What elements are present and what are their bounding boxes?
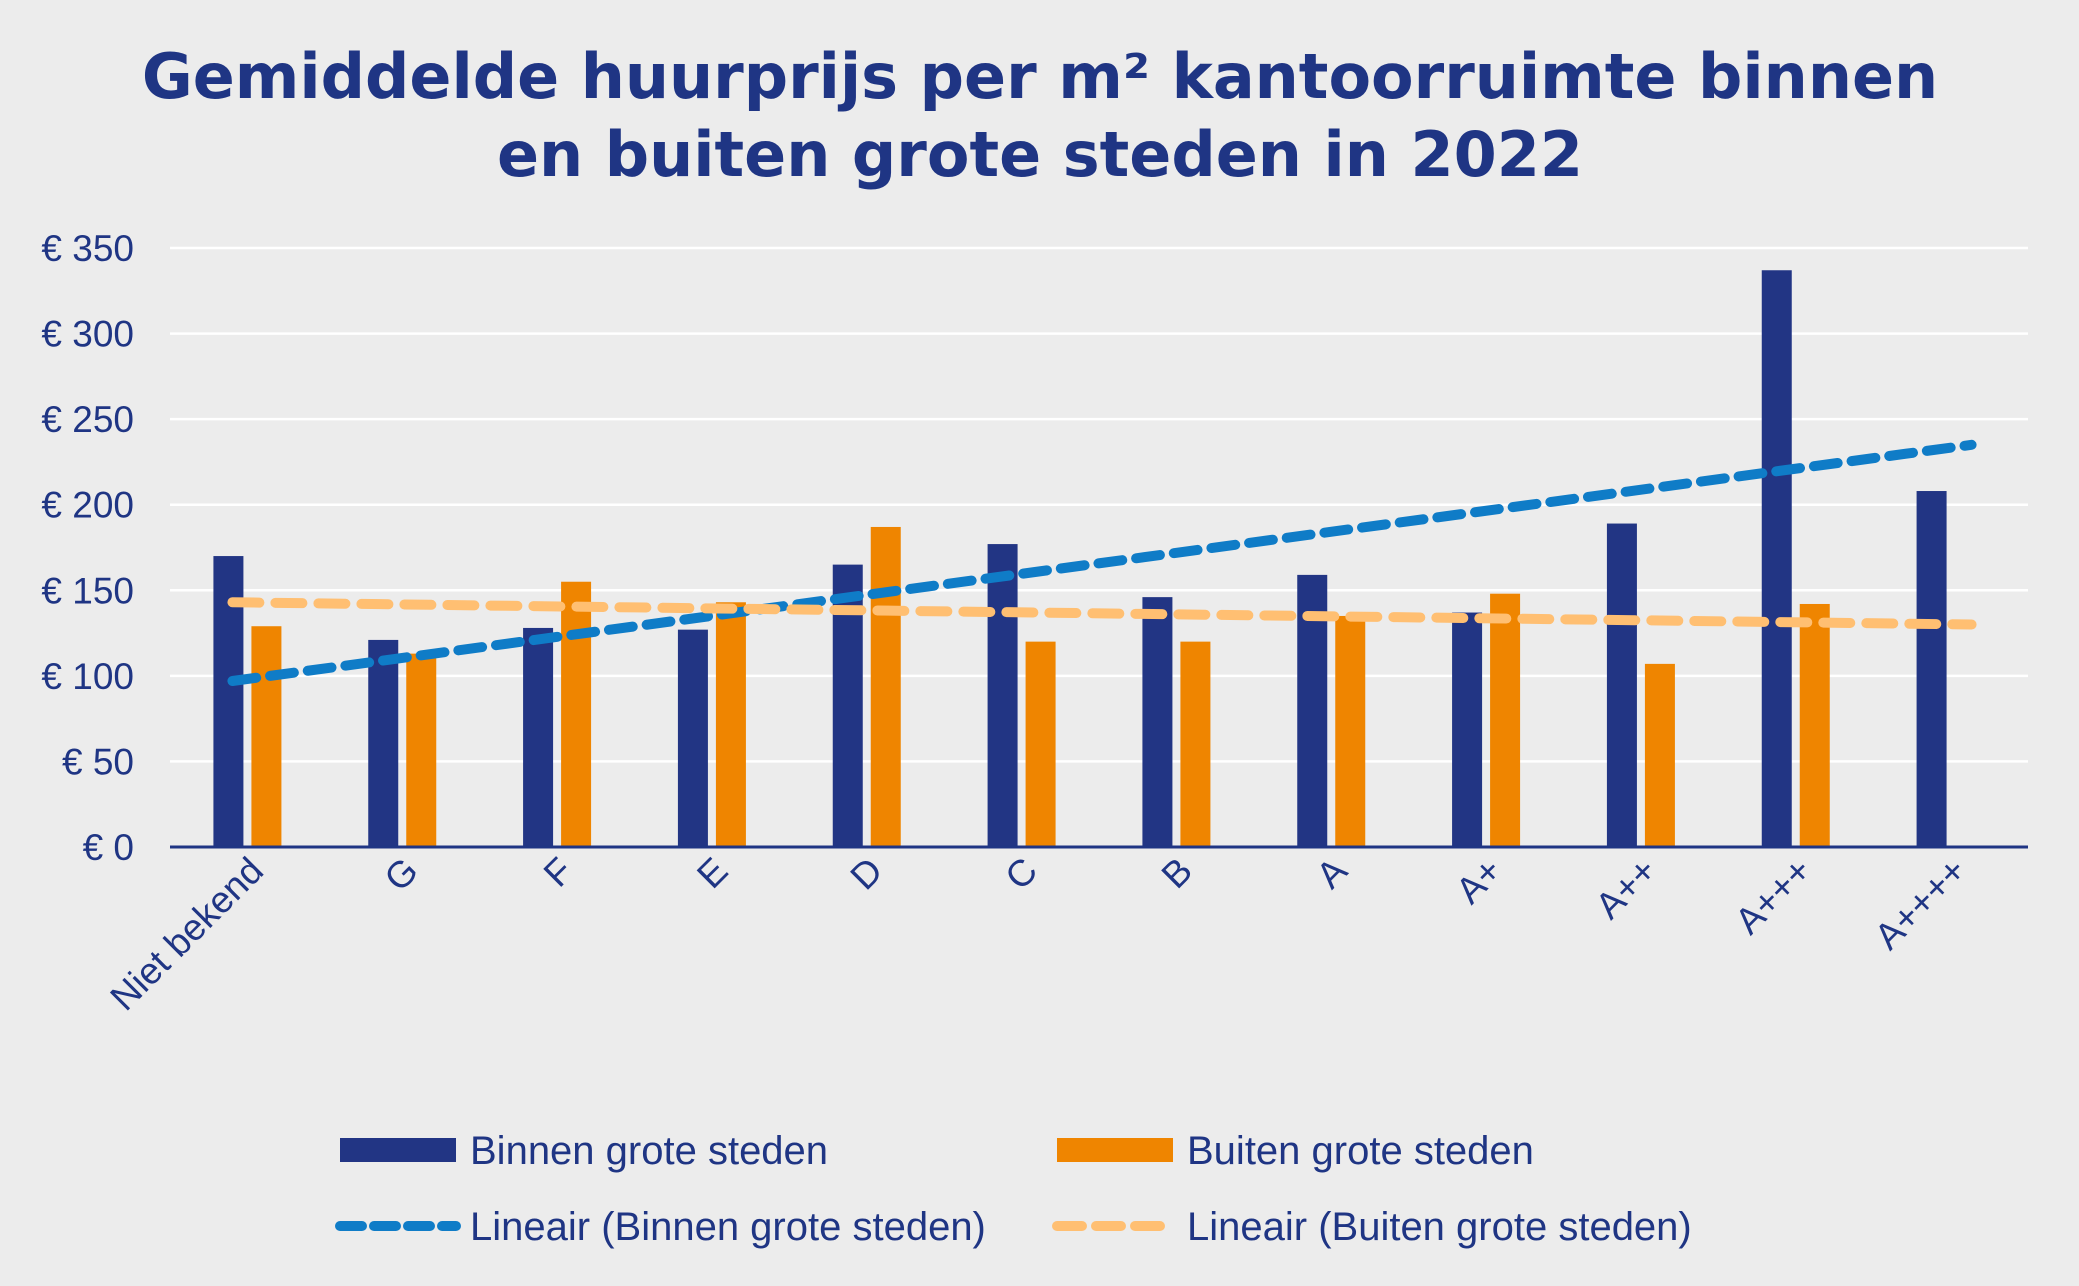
bar-binnen bbox=[1916, 491, 1947, 847]
y-tick-label: € 250 bbox=[41, 399, 134, 440]
bars bbox=[213, 270, 1947, 848]
legend-label: Lineair (Buiten grote steden) bbox=[1187, 1205, 1692, 1249]
bar-buiten bbox=[715, 602, 746, 847]
bar-binnen bbox=[677, 629, 708, 847]
trendline-buiten bbox=[227, 597, 1977, 630]
x-tick-label: A+ bbox=[1448, 850, 1510, 912]
trendline-binnen bbox=[227, 439, 1977, 686]
y-tick-label: € 50 bbox=[62, 741, 134, 782]
legend-item-binnen: Binnen grote steden bbox=[340, 1129, 828, 1173]
y-tick-label: € 300 bbox=[41, 314, 134, 355]
legend-swatch bbox=[340, 1138, 456, 1162]
bar-buiten bbox=[1799, 603, 1830, 847]
trendlines bbox=[227, 439, 1977, 686]
legend-item-lineair-binnen: Lineair (Binnen grote steden) bbox=[335, 1205, 986, 1249]
legend-swatch bbox=[1057, 1138, 1173, 1162]
x-tick-label: C bbox=[997, 850, 1045, 898]
x-tick-label: Niet bekend bbox=[102, 850, 271, 1019]
bar-buiten bbox=[251, 626, 282, 847]
y-tick-label: € 150 bbox=[41, 570, 134, 611]
x-tick-label: B bbox=[1154, 850, 1200, 896]
x-tick-label: D bbox=[843, 850, 891, 898]
bar-buiten bbox=[561, 581, 592, 847]
bar-binnen bbox=[1761, 270, 1792, 848]
y-tick-label: € 350 bbox=[41, 228, 134, 269]
bar-binnen bbox=[523, 627, 554, 847]
bar-binnen bbox=[1606, 523, 1637, 847]
legend-item-buiten: Buiten grote steden bbox=[1057, 1129, 1534, 1173]
bar-binnen bbox=[1452, 612, 1483, 847]
legend-label: Buiten grote steden bbox=[1187, 1129, 1534, 1173]
chart-title-line-1: Gemiddelde huurprijs per m² kantoorruimt… bbox=[142, 40, 1938, 113]
y-tick-label: € 100 bbox=[41, 656, 134, 697]
legend-item-lineair-buiten: Lineair (Buiten grote steden) bbox=[1052, 1205, 1692, 1249]
bar-buiten bbox=[406, 653, 437, 847]
bar-binnen bbox=[1142, 597, 1173, 847]
legend-label: Lineair (Binnen grote steden) bbox=[470, 1205, 986, 1249]
y-axis-ticks: € 0 € 50 € 100 € 150 € 200 € 250 € 300 € 350 bbox=[41, 228, 134, 868]
legend-label: Binnen grote steden bbox=[470, 1129, 828, 1173]
bar-binnen bbox=[987, 544, 1018, 847]
gridlines bbox=[170, 246, 2028, 763]
x-tick-label: G bbox=[377, 850, 426, 899]
bar-buiten bbox=[870, 526, 901, 847]
bar-buiten bbox=[1180, 641, 1211, 847]
x-tick-label: A bbox=[1308, 849, 1355, 896]
x-tick-label: E bbox=[689, 850, 735, 896]
bar-buiten bbox=[1490, 593, 1521, 847]
bar-buiten bbox=[1025, 641, 1056, 847]
x-tick-label: A++++ bbox=[1867, 850, 1975, 958]
bar-buiten bbox=[1644, 663, 1675, 847]
y-tick-label: € 200 bbox=[41, 485, 134, 526]
bar-buiten bbox=[1335, 615, 1366, 847]
x-tick-label: A+++ bbox=[1727, 850, 1819, 942]
x-axis-ticks: Niet bekend G F E D C B A A+ A++ A+++ A++++ bbox=[102, 849, 1974, 1018]
y-tick-label: € 0 bbox=[83, 827, 134, 868]
legend: Binnen grote steden Buiten grote steden Li… bbox=[335, 1129, 1692, 1249]
bar-binnen bbox=[368, 639, 399, 847]
x-tick-label: A++ bbox=[1588, 850, 1665, 927]
chart-title-line-2: en buiten grote steden in 2022 bbox=[497, 118, 1583, 191]
x-tick-label: F bbox=[536, 850, 581, 895]
